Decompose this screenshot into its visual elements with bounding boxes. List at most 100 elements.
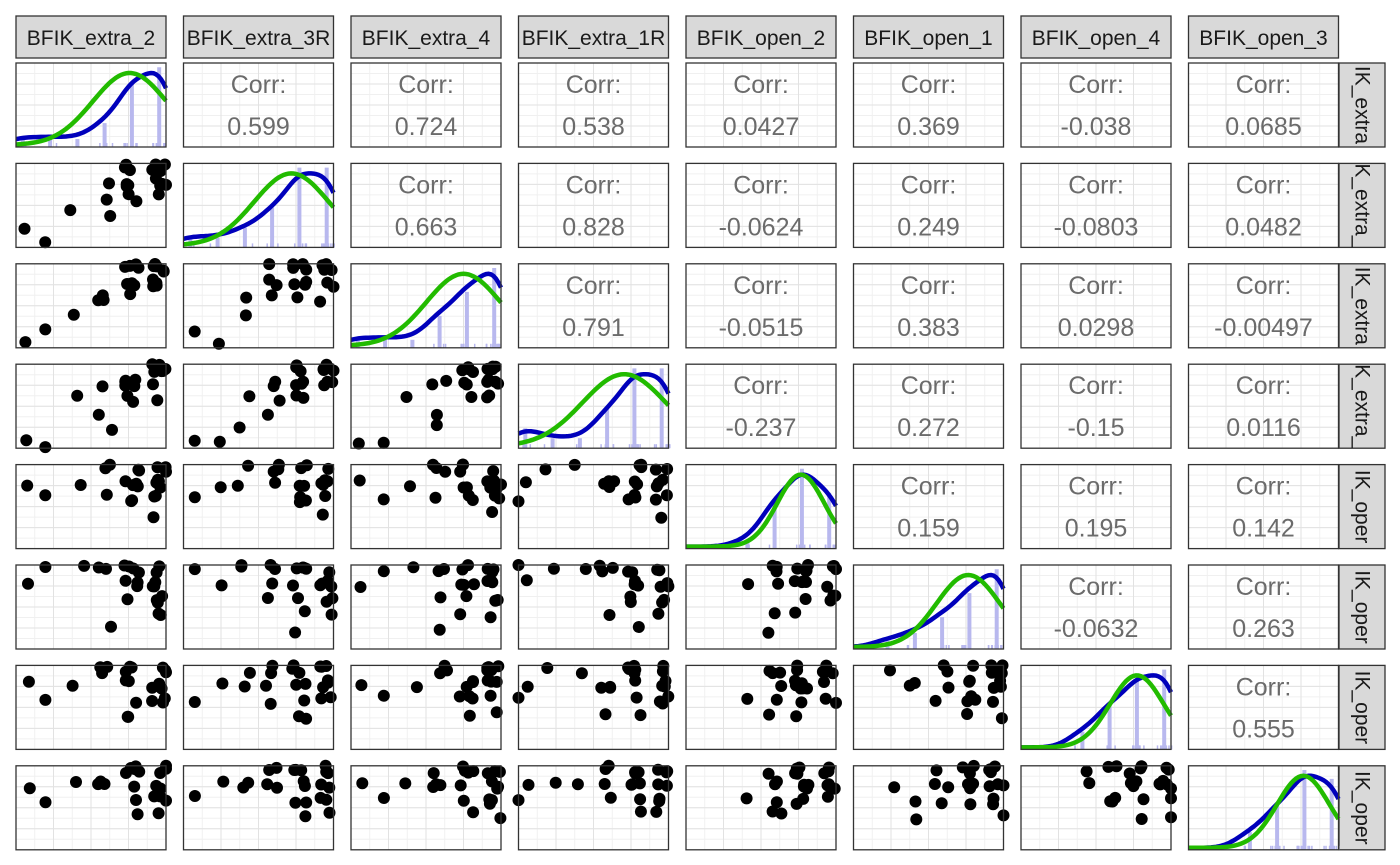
corr-label: Corr: xyxy=(901,372,957,400)
scatter-point xyxy=(100,193,113,206)
scatter-point xyxy=(1135,813,1148,825)
scatter-point xyxy=(101,660,114,673)
scatter-point xyxy=(628,475,641,488)
scatter-point xyxy=(19,336,32,349)
scatter-point xyxy=(1123,767,1136,780)
scatter-point xyxy=(121,710,134,723)
scatter-point xyxy=(481,391,494,404)
scatter-point xyxy=(147,511,160,524)
corr-label: Corr: xyxy=(901,272,957,300)
scatter-point xyxy=(603,609,616,621)
scatter-point xyxy=(326,592,339,605)
scatter-point xyxy=(238,680,251,693)
panel-border xyxy=(1187,564,1340,650)
scatter-point xyxy=(377,436,390,449)
panel-border xyxy=(182,363,335,449)
scatter-point xyxy=(481,674,494,687)
scatter-point xyxy=(158,158,171,171)
corr-label: Corr: xyxy=(1068,573,1124,601)
panel-6-6 xyxy=(1020,664,1174,751)
panel-border xyxy=(350,162,502,249)
scatter-point xyxy=(630,691,643,704)
panel-0-1: Corr: 0.599 xyxy=(182,62,335,148)
scatter-point xyxy=(321,574,334,587)
scatter-point xyxy=(520,574,533,587)
scatter-point xyxy=(131,808,144,821)
scatter-point xyxy=(18,222,31,235)
normal-curve xyxy=(1021,673,1173,750)
panel-6-2 xyxy=(350,659,505,751)
scatter-point xyxy=(128,380,141,393)
panel-border xyxy=(517,263,670,349)
scatter-point xyxy=(434,779,447,792)
scatter-point xyxy=(929,694,942,707)
scatter-point xyxy=(353,474,366,487)
scatter-point xyxy=(354,581,367,593)
scatter-point xyxy=(321,276,334,289)
scatter-point xyxy=(430,419,443,432)
scatter-point xyxy=(288,278,301,291)
strip-background xyxy=(1187,15,1340,59)
scatter-point xyxy=(484,481,497,494)
scatter-point xyxy=(491,594,504,606)
scatter-point xyxy=(151,394,164,407)
scatter-point xyxy=(315,660,328,673)
scatter-point xyxy=(942,681,955,694)
normal-curve xyxy=(1188,773,1341,851)
scatter-point xyxy=(654,580,667,593)
scatter-point xyxy=(213,435,226,448)
scatter-point xyxy=(490,706,503,719)
scatter-point xyxy=(154,767,167,779)
row-strip-label: IK_oper xyxy=(1351,470,1374,544)
corr-label: Corr: xyxy=(1236,171,1292,199)
row-strip-label: IK_oper xyxy=(1351,671,1374,745)
scatter-point xyxy=(633,777,646,790)
row-strip-label: IK_extra xyxy=(1351,66,1374,145)
scatter-point xyxy=(399,777,412,790)
scatter-point xyxy=(486,506,499,518)
scatter-point xyxy=(649,463,662,476)
panel-border xyxy=(517,463,670,550)
scatter-point xyxy=(604,680,617,693)
scatter-point xyxy=(541,662,554,674)
corr-label: Corr: xyxy=(398,171,454,199)
corr-value: 0.0298 xyxy=(1058,314,1134,342)
panel-border xyxy=(1187,263,1340,349)
panel-3-7: Corr: 0.0116 xyxy=(1187,363,1340,449)
corr-value: -0.0624 xyxy=(719,213,804,241)
scatter-point xyxy=(650,805,663,818)
column-strip-7: BFIK_open_3 xyxy=(1187,15,1340,59)
scatter-point xyxy=(827,589,840,602)
corr-value: 0.272 xyxy=(897,414,960,442)
corr-label: Corr: xyxy=(733,372,789,400)
scatter-point xyxy=(150,277,163,289)
scatter-point xyxy=(267,380,280,393)
corr-label: Corr: xyxy=(566,171,622,199)
scatter-point xyxy=(66,679,79,692)
scatter-point xyxy=(789,606,802,619)
panel-4-0 xyxy=(15,458,172,550)
panel-border xyxy=(1187,162,1340,249)
panel-border xyxy=(685,564,837,650)
row-strip-label: K_extra_ xyxy=(1351,364,1374,448)
scatter-point xyxy=(325,608,338,621)
scatter-point xyxy=(243,666,256,679)
scatter-point xyxy=(263,273,276,286)
column-strip-label: BFIK_extra_3R xyxy=(187,27,331,50)
scatter-point xyxy=(770,560,783,573)
panel-border xyxy=(685,765,837,851)
scatter-point xyxy=(822,765,835,778)
scatter-point xyxy=(628,489,641,501)
panel-border xyxy=(1187,664,1340,751)
scatter-point xyxy=(821,779,834,792)
panel-border xyxy=(350,664,502,751)
panel-border xyxy=(350,263,502,349)
scatter-point xyxy=(439,465,452,478)
scatter-point xyxy=(462,489,475,502)
scatter-point xyxy=(608,475,621,488)
scatter-point xyxy=(457,794,470,807)
scatter-point xyxy=(519,476,532,489)
panel-border xyxy=(350,62,502,148)
panel-border xyxy=(1187,62,1340,148)
panel-border xyxy=(1020,363,1172,449)
